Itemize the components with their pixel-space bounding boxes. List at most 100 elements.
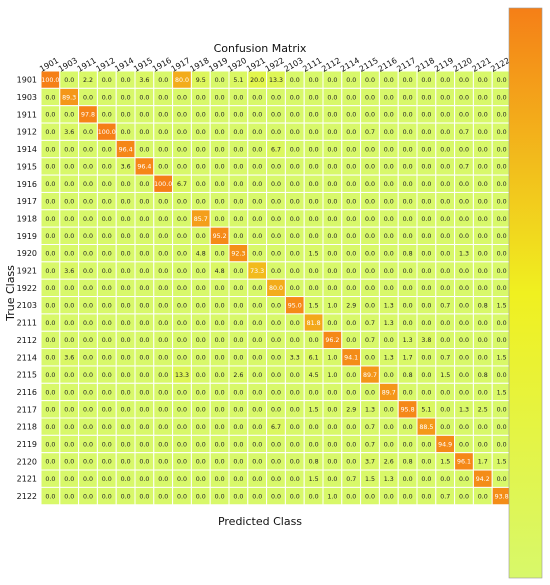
cell-value-label: 2.2: [83, 77, 93, 84]
y-tick-label: 2121: [17, 475, 37, 484]
cell-value-label: 0.0: [177, 389, 187, 396]
cell-value-label: 0.0: [139, 407, 149, 414]
cell-value-label: 0.0: [252, 303, 262, 310]
cell-value-label: 0.0: [45, 181, 55, 188]
y-tick-label: 1901: [17, 76, 37, 85]
cell-value-label: 0.0: [45, 441, 55, 448]
cell-value-label: 96.4: [137, 164, 151, 171]
cell-value-label: 0.0: [252, 355, 262, 362]
cell-value-label: 0.0: [64, 250, 74, 257]
cell-value-label: 0.0: [478, 268, 488, 275]
cell-value-label: 0.0: [365, 94, 375, 101]
cell-value-label: 0.0: [102, 424, 112, 431]
cell-value-label: 0.0: [346, 112, 356, 119]
cell-value-label: 0.0: [346, 77, 356, 84]
cell-value-label: 0.0: [177, 407, 187, 414]
cell-value-label: 0.0: [384, 198, 394, 205]
cell-value-label: 0.0: [365, 216, 375, 223]
cell-value-label: 1.5: [309, 407, 319, 414]
cell-value-label: 0.0: [290, 181, 300, 188]
cell-value-label: 0.7: [440, 303, 450, 310]
cell-value-label: 0.0: [384, 407, 394, 414]
cell-value-label: 0.0: [83, 320, 93, 327]
cell-value-label: 0.0: [271, 493, 281, 500]
cell-value-label: 0.0: [327, 198, 337, 205]
cell-value-label: 0.7: [440, 355, 450, 362]
cell-value-label: 0.0: [384, 372, 394, 379]
cell-value-label: 0.0: [139, 146, 149, 153]
cell-value-label: 0.0: [478, 424, 488, 431]
cell-value-label: 0.0: [459, 181, 469, 188]
cell-value-label: 0.0: [83, 389, 93, 396]
cell-value-label: 100.0: [154, 181, 172, 188]
cell-value-label: 0.0: [83, 216, 93, 223]
cell-value-label: 0.0: [478, 285, 488, 292]
cell-value-label: 0.0: [102, 146, 112, 153]
cell-value-label: 0.0: [215, 441, 225, 448]
cell-value-label: 0.0: [121, 181, 131, 188]
cell-value-label: 0.0: [384, 250, 394, 257]
cell-value-label: 0.0: [64, 216, 74, 223]
cell-value-label: 0.0: [158, 372, 168, 379]
cell-value-label: 0.0: [290, 424, 300, 431]
cell-value-label: 0.0: [102, 181, 112, 188]
cell-value-label: 0.0: [459, 268, 469, 275]
cell-value-label: 3.6: [139, 77, 149, 84]
cell-value-label: 0.0: [233, 389, 243, 396]
cell-value-label: 0.0: [121, 216, 131, 223]
cell-value-label: 0.0: [459, 337, 469, 344]
cell-value-label: 3.7: [365, 459, 375, 466]
cell-value-label: 3.6: [64, 355, 74, 362]
cell-value-label: 0.0: [215, 320, 225, 327]
cell-value-label: 0.0: [478, 181, 488, 188]
cell-value-label: 0.0: [403, 198, 413, 205]
cell-value-label: 0.0: [177, 216, 187, 223]
cell-value-label: 0.0: [346, 372, 356, 379]
cell-value-label: 0.0: [271, 181, 281, 188]
cell-value-label: 0.0: [121, 285, 131, 292]
cell-value-label: 0.0: [83, 303, 93, 310]
cell-value-label: 0.0: [215, 355, 225, 362]
cell-value-label: 0.0: [497, 268, 507, 275]
cell-value-label: 2.6: [384, 459, 394, 466]
cell-value-label: 0.0: [478, 129, 488, 136]
cell-value-label: 93.8: [495, 493, 509, 500]
cell-value-label: 0.0: [215, 285, 225, 292]
y-axis-label: True Class: [4, 265, 17, 322]
y-tick-label: 1915: [17, 162, 37, 171]
cell-value-label: 0.0: [233, 303, 243, 310]
cell-value-label: 0.0: [440, 407, 450, 414]
cell-value-label: 0.0: [497, 285, 507, 292]
cell-value-label: 0.0: [271, 112, 281, 119]
cell-value-label: 0.0: [421, 493, 431, 500]
y-tick-label: 2111: [17, 319, 37, 328]
cell-value-label: 1.3: [384, 355, 394, 362]
cell-value-label: 94.1: [344, 355, 358, 362]
cell-value-label: 0.7: [440, 493, 450, 500]
cell-value-label: 0.0: [421, 459, 431, 466]
cell-value-label: 0.0: [102, 268, 112, 275]
cell-value-label: 0.0: [327, 129, 337, 136]
cell-value-label: 2.9: [346, 303, 356, 310]
cell-value-label: 0.0: [271, 476, 281, 483]
cell-value-label: 0.0: [309, 441, 319, 448]
cell-value-label: 0.0: [64, 459, 74, 466]
cell-value-label: 0.0: [365, 389, 375, 396]
cell-value-label: 0.0: [403, 320, 413, 327]
cell-value-label: 0.0: [497, 337, 507, 344]
cell-value-label: 0.0: [102, 372, 112, 379]
cell-value-label: 0.0: [403, 181, 413, 188]
cell-value-label: 0.0: [196, 268, 206, 275]
cell-value-label: 0.0: [45, 233, 55, 240]
cell-value-label: 0.0: [497, 372, 507, 379]
cell-value-label: 0.0: [139, 129, 149, 136]
cell-value-label: 0.0: [403, 129, 413, 136]
cell-value-label: 0.0: [64, 337, 74, 344]
cell-value-label: 0.0: [346, 424, 356, 431]
cell-value-label: 0.0: [45, 407, 55, 414]
cell-value-label: 0.0: [64, 389, 74, 396]
cell-value-label: 5.1: [421, 407, 431, 414]
cell-value-label: 0.0: [139, 493, 149, 500]
cell-value-label: 0.0: [365, 268, 375, 275]
cell-value-label: 1.0: [327, 355, 337, 362]
